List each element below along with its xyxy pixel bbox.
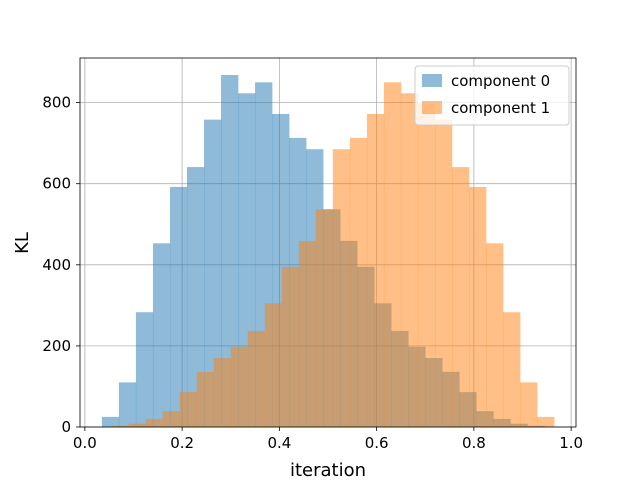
plot-frame <box>79 57 577 428</box>
y-tick-label: 600 <box>42 175 71 193</box>
y-tick-label: 0 <box>61 418 71 436</box>
histogram-bar-series-1 <box>128 423 146 427</box>
histogram-bar-series-1 <box>145 418 163 427</box>
y-axis-label: KL <box>12 232 33 254</box>
histogram-bar-series-0 <box>101 416 120 427</box>
x-tick-label: 0.2 <box>170 434 194 452</box>
x-tick-label: 0.4 <box>267 434 291 452</box>
x-tick-label: 0.0 <box>73 434 97 452</box>
histogram-bar-series-1 <box>230 346 249 427</box>
histogram-bar-series-1 <box>315 209 334 427</box>
x-tick-label: 0.6 <box>365 434 389 452</box>
histogram-bar-series-1 <box>452 167 470 428</box>
histogram-bar-series-1 <box>332 149 351 427</box>
histogram-bar-series-1 <box>383 82 402 427</box>
legend: component 0 component 1 <box>414 65 570 126</box>
histogram-bar-series-1 <box>196 371 215 427</box>
y-tick-label: 800 <box>42 94 71 112</box>
histogram-bar-series-1 <box>298 240 317 427</box>
histogram-bar-series-1 <box>111 425 129 427</box>
histogram-bar-series-0 <box>169 186 188 427</box>
histogram-bar-series-1 <box>349 137 368 427</box>
histogram-bar-series-0 <box>118 382 137 427</box>
histogram-bar-series-1 <box>366 113 385 427</box>
histogram-bar-series-0 <box>221 75 239 428</box>
ticks-layer: 0.0 0.2 0.4 0.6 0.8 1.0 0 200 400 600 800 <box>42 94 583 452</box>
histogram-bar-series-1 <box>179 392 198 427</box>
histogram-bar-series-1 <box>281 266 300 427</box>
legend-label: component 0 <box>451 72 550 90</box>
histogram-bar-series-1 <box>162 411 180 427</box>
histogram-bar-series-1 <box>417 103 436 428</box>
histogram-bar-series-1 <box>400 93 419 428</box>
legend-swatch <box>422 74 442 87</box>
bars-layer <box>101 75 555 428</box>
y-tick-label: 400 <box>42 256 71 274</box>
histogram-bar-series-0 <box>135 312 154 427</box>
histogram-bar-series-0 <box>152 243 171 427</box>
x-tick-label: 1.0 <box>559 434 583 452</box>
histogram-bar-series-0 <box>204 119 222 427</box>
histogram-bar-series-1 <box>247 330 266 427</box>
y-tick-label: 200 <box>42 337 71 355</box>
histogram-bar-series-1 <box>503 312 521 427</box>
histogram-bar-series-1 <box>434 119 453 427</box>
legend-box <box>414 65 570 126</box>
x-tick-label: 0.8 <box>462 434 486 452</box>
histogram-bar-series-0 <box>186 167 205 428</box>
histogram-bar-series-1 <box>469 186 487 427</box>
histogram-bar-series-1 <box>537 416 555 427</box>
histogram-bar-series-1 <box>213 358 232 427</box>
histogram-bar-series-1 <box>520 382 538 427</box>
histogram-bar-series-1 <box>264 303 283 427</box>
legend-label: component 1 <box>451 99 550 117</box>
x-axis-label: iteration <box>290 460 366 480</box>
histogram-bar-series-1 <box>486 243 504 427</box>
legend-swatch <box>422 101 442 114</box>
